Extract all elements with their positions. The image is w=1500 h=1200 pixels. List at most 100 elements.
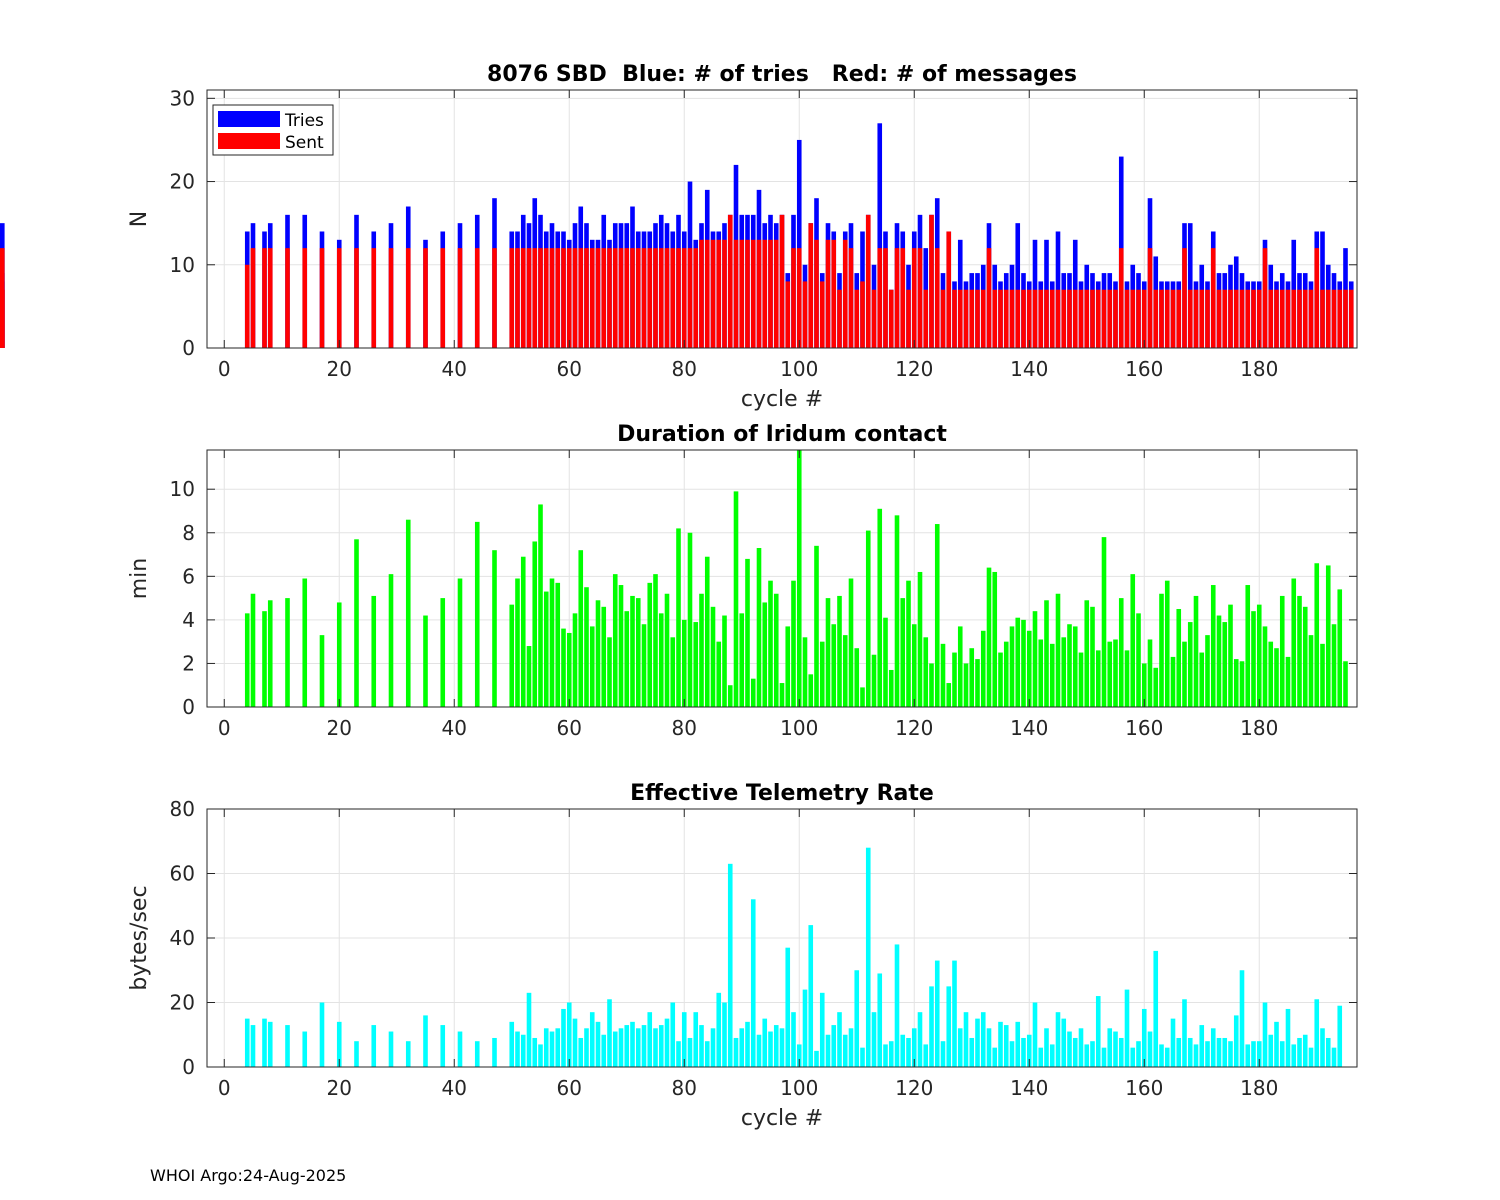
bar-rate — [509, 1021, 515, 1067]
bar-sent — [1147, 248, 1153, 348]
bar-rate — [543, 1028, 549, 1067]
bar-sent — [802, 281, 808, 348]
chart-panel-3: 0 20 40 60 80 100 120 140 160 180 0 20 40 60 80 Effecti… — [127, 781, 1358, 1131]
bar-sent — [670, 248, 676, 348]
bar-duration — [1055, 593, 1061, 707]
bar-rate — [595, 1021, 601, 1067]
bar-rate — [1182, 999, 1187, 1067]
bar-rate — [1233, 1015, 1239, 1067]
bar-duration — [860, 687, 865, 707]
bar-duration — [837, 595, 842, 707]
y-tick-label: 60 — [170, 862, 195, 886]
bar-sent — [1279, 289, 1285, 348]
bar-sent — [1331, 289, 1337, 348]
bar-sent — [975, 289, 980, 348]
bar-sent — [980, 289, 986, 348]
bar-rate — [1003, 1025, 1009, 1067]
bar-rate — [871, 1012, 877, 1067]
bar-duration — [1256, 604, 1262, 707]
bar-sent — [624, 248, 630, 348]
bar-sent — [900, 248, 906, 348]
bar-duration — [549, 578, 555, 707]
bar-duration — [929, 663, 934, 707]
bar-duration — [796, 450, 802, 707]
bar-rate — [1164, 1047, 1170, 1067]
bar-duration — [779, 683, 785, 707]
bar-sent — [1159, 289, 1164, 348]
bar-duration — [986, 567, 992, 707]
bar-sent — [515, 248, 520, 348]
bar-rate — [250, 1025, 256, 1067]
x-tick-label: 140 — [1010, 357, 1048, 381]
bar-rate — [1130, 1047, 1136, 1067]
bar-duration — [1009, 626, 1015, 707]
bar-rate — [762, 1018, 768, 1067]
bar-sent — [704, 239, 710, 348]
bar-duration — [1078, 652, 1084, 707]
bar-duration — [814, 545, 819, 707]
bar-sent — [543, 248, 549, 348]
bar-duration — [1090, 606, 1095, 707]
bar-rate — [244, 1018, 250, 1067]
bar-rate — [699, 1025, 704, 1067]
bar-duration — [1176, 608, 1182, 707]
bar-duration — [831, 624, 837, 707]
y-tick-label: 2 — [182, 651, 195, 675]
bar-sent — [871, 289, 877, 348]
bar-sent — [1170, 289, 1176, 348]
x-tick-label: 100 — [780, 716, 818, 740]
bar-duration — [1095, 650, 1101, 707]
bar-rate — [768, 1031, 773, 1067]
bar-duration — [1308, 635, 1314, 707]
bar-rate — [561, 1008, 566, 1067]
axes-box — [206, 89, 1358, 349]
bar-sent — [1130, 289, 1136, 348]
bar-sent — [986, 248, 992, 348]
bar-duration — [670, 637, 676, 707]
bar-sent — [492, 248, 497, 348]
bar-duration — [262, 611, 267, 707]
bar-sent — [1107, 289, 1113, 348]
bar-sent — [1268, 289, 1274, 348]
bar-duration — [566, 632, 572, 707]
bar-sent — [1032, 289, 1038, 348]
bar-rate — [1320, 1028, 1325, 1067]
bar-rate — [1067, 1031, 1072, 1067]
bar-duration — [917, 571, 923, 707]
bar-duration — [877, 508, 883, 707]
bar-duration — [607, 637, 612, 707]
bar-sent — [722, 239, 727, 348]
bar-duration — [1049, 643, 1055, 707]
y-tick-label: 10 — [170, 253, 195, 277]
bar-rate — [1251, 1041, 1256, 1067]
chart-title: 8076 SBD Blue: # of tries Red: # of mess… — [487, 62, 1077, 87]
y-tick-label: 8 — [182, 521, 195, 545]
bar-rate — [819, 992, 825, 1067]
bar-duration — [653, 574, 658, 707]
bar-sent — [796, 248, 802, 348]
bar-duration — [572, 613, 578, 707]
bar-rate — [285, 1025, 290, 1067]
bar-rate — [515, 1031, 520, 1067]
bar-duration — [911, 624, 917, 707]
y-tick-label: 30 — [170, 86, 195, 110]
y-axis-label: N — [127, 211, 152, 227]
bar-rate — [739, 1028, 745, 1067]
bar-rate — [785, 947, 791, 1067]
bar-rate — [906, 1037, 911, 1067]
x-tick-label: 160 — [1125, 1076, 1163, 1100]
bar-sent — [474, 248, 480, 348]
bar-duration — [923, 637, 929, 707]
bar-rate — [1009, 1041, 1015, 1067]
bar-rate — [1124, 989, 1130, 1067]
bar-sent — [1285, 289, 1291, 348]
bar-sent — [1187, 289, 1193, 348]
x-tick-label: 20 — [327, 1076, 352, 1100]
bar-duration — [1297, 595, 1302, 707]
bar-rate — [796, 1044, 802, 1067]
bar-sent — [1245, 289, 1251, 348]
bar-rate — [1205, 1041, 1210, 1067]
bar-sent — [854, 289, 860, 348]
bar-sent — [1314, 248, 1320, 348]
bar-sent — [791, 248, 796, 348]
